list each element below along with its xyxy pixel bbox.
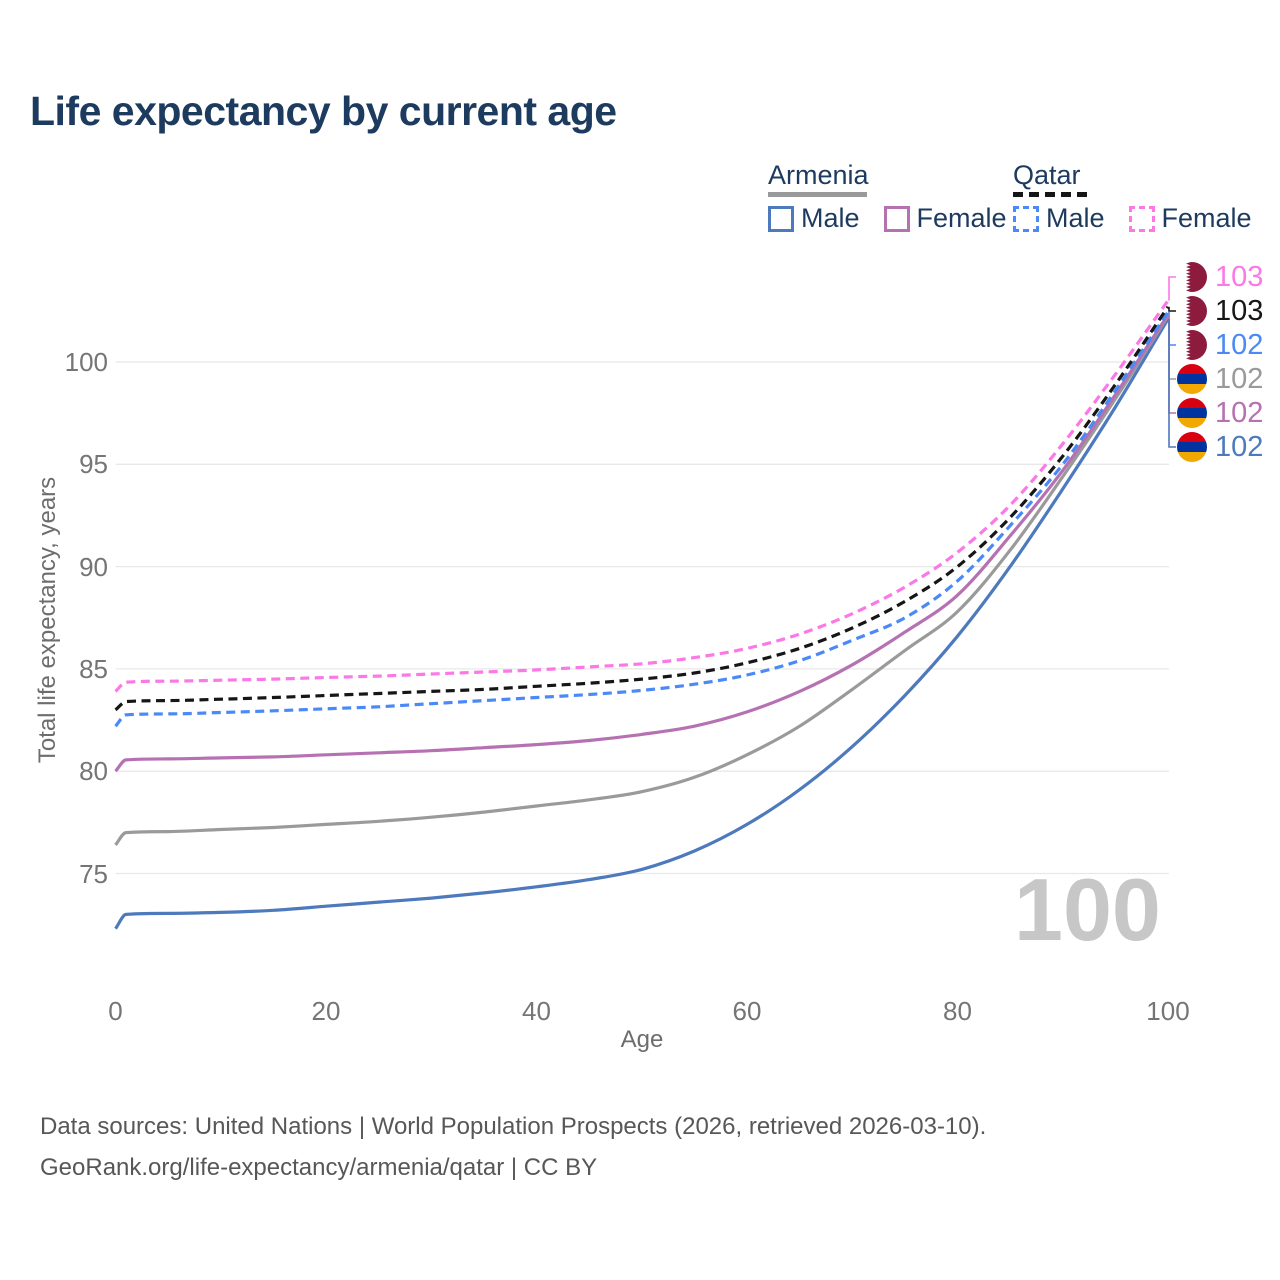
- end-label-qatar-male: 102: [1177, 330, 1263, 360]
- y-axis-title: Total life expectancy, years: [34, 476, 61, 764]
- legend-armenia-linestyle-sample: [768, 192, 867, 197]
- qatar-flag-icon: [1177, 262, 1207, 292]
- y-tick-label-95: 95: [79, 449, 108, 480]
- armenia-flag-icon: [1177, 432, 1207, 462]
- footer-data-sources: Data sources: United Nations | World Pop…: [40, 1113, 987, 1140]
- y-tick-label-100: 100: [64, 347, 108, 377]
- footer: Data sources: United Nations | World Pop…: [40, 1106, 986, 1188]
- qatar-flag-icon: [1177, 330, 1207, 360]
- qatar-female-swatch-icon: [1128, 205, 1155, 232]
- series-line-qatar-female: [114, 299, 1170, 693]
- end-label-armenia-total: 102: [1177, 364, 1263, 394]
- legend-item-qatar-female: Female: [1128, 203, 1252, 234]
- y-tick-label-90: 90: [79, 551, 108, 582]
- legend-label: Female: [1161, 203, 1252, 233]
- series-line-armenia-total: [114, 315, 1170, 846]
- series-line-armenia-female: [114, 314, 1170, 773]
- x-tick-label-20: 20: [311, 996, 341, 1026]
- end-label-value: 102: [1215, 329, 1264, 361]
- legend-label: Male: [801, 203, 860, 233]
- armenia-flag-icon: [1177, 364, 1207, 394]
- x-tick-label-40: 40: [522, 996, 551, 1026]
- qatar-flag-icon: [1177, 296, 1207, 326]
- footer-attribution: GeoRank.org/life-expectancy/armenia/qata…: [40, 1154, 598, 1181]
- legend-group-armenia-label: Armenia: [768, 160, 869, 190]
- x-tick-label-0: 0: [108, 996, 123, 1026]
- y-tick-label-75: 75: [79, 858, 108, 889]
- legend-label: Female: [916, 203, 1007, 233]
- page-title: Life expectancy by current age: [30, 88, 617, 134]
- y-tick-label-85: 85: [79, 653, 108, 684]
- legend-item-armenia-female: Female: [883, 203, 1007, 234]
- end-label-value: 102: [1215, 397, 1264, 429]
- end-label-connector-qatar-male: [1168, 311, 1176, 346]
- series-line-armenia-male: [114, 318, 1170, 930]
- end-label-value: 102: [1215, 363, 1264, 395]
- legend-qatar-linestyle-sample: [1013, 192, 1089, 197]
- legend-group-qatar-label: Qatar: [1013, 160, 1081, 190]
- end-label-connector-qatar-total: [1168, 306, 1176, 312]
- armenia-female-swatch-icon: [883, 205, 910, 232]
- end-label-armenia-female: 102: [1177, 398, 1263, 428]
- end-label-qatar-total: 103: [1177, 296, 1263, 326]
- end-label-value: 103: [1215, 295, 1264, 327]
- series-line-qatar-male: [114, 311, 1170, 728]
- legend-item-qatar-male: Male: [1013, 203, 1105, 234]
- end-label-connector-qatar-female: [1168, 276, 1176, 301]
- x-tick-label-80: 80: [943, 996, 972, 1026]
- end-label-armenia-male: 102: [1177, 432, 1263, 462]
- y-tick-label-80: 80: [79, 756, 108, 787]
- armenia-flag-icon: [1177, 398, 1207, 428]
- end-label-connector-armenia-male: [1168, 319, 1176, 448]
- legend-item-armenia-male: Male: [768, 203, 860, 234]
- qatar-male-swatch-icon: [1013, 205, 1039, 232]
- end-label-value: 102: [1215, 431, 1264, 463]
- end-label-value: 103: [1215, 261, 1264, 293]
- x-axis-title: Age: [620, 1026, 664, 1053]
- armenia-male-swatch-icon: [768, 205, 794, 232]
- x-tick-label-100: 100: [1146, 996, 1190, 1026]
- legend-row-qatar: Male Female: [1013, 203, 1276, 234]
- series-line-qatar-total: [114, 305, 1170, 712]
- legend-label: Male: [1046, 203, 1105, 233]
- end-label-connector-armenia-female: [1168, 314, 1176, 414]
- end-label-qatar-female: 103: [1177, 262, 1263, 292]
- x-tick-label-60: 60: [732, 996, 762, 1026]
- current-age-watermark: 100: [1014, 860, 1161, 959]
- legend-row-armenia: Male Female: [768, 203, 1031, 234]
- end-label-connector-armenia-total: [1168, 316, 1176, 380]
